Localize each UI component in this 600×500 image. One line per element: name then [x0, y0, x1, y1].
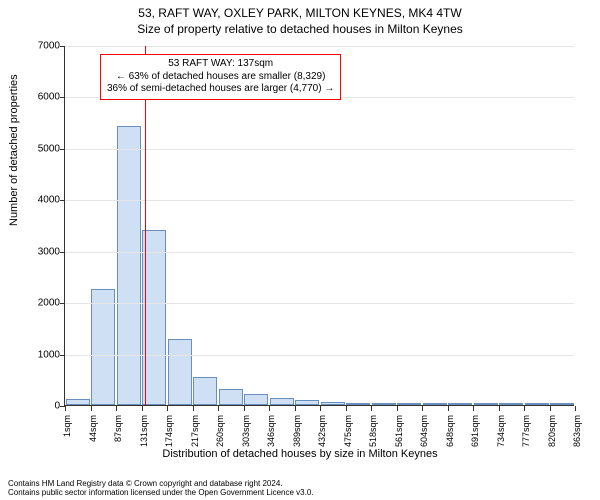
- xtick-label: 131sqm: [139, 415, 149, 465]
- annotation-line: 53 RAFT WAY: 137sqm: [107, 58, 334, 71]
- xtick-mark: [116, 406, 117, 411]
- title-main: 53, RAFT WAY, OXLEY PARK, MILTON KEYNES,…: [0, 0, 600, 20]
- bar: [91, 289, 115, 405]
- gridline: [65, 303, 574, 304]
- xtick-mark: [422, 406, 423, 411]
- xtick-mark: [397, 406, 398, 411]
- xtick-label: 777sqm: [521, 415, 531, 465]
- xtick-mark: [193, 406, 194, 411]
- xtick-label: 648sqm: [445, 415, 455, 465]
- ytick-label: 7000: [26, 41, 60, 52]
- gridline: [65, 46, 574, 47]
- ytick-label: 2000: [26, 298, 60, 309]
- bar: [321, 402, 345, 405]
- xtick-mark: [167, 406, 168, 411]
- xtick-label: 260sqm: [215, 415, 225, 465]
- ytick-mark: [60, 200, 65, 201]
- bar: [448, 403, 472, 405]
- chart-container: 53, RAFT WAY, OXLEY PARK, MILTON KEYNES,…: [0, 0, 600, 500]
- ytick-label: 3000: [26, 246, 60, 257]
- bar: [525, 403, 549, 405]
- bar: [244, 394, 268, 405]
- xtick-mark: [91, 406, 92, 411]
- ytick-mark: [60, 355, 65, 356]
- title-sub: Size of property relative to detached ho…: [0, 20, 600, 36]
- xtick-label: 87sqm: [113, 415, 123, 465]
- xtick-mark: [142, 406, 143, 411]
- ytick-label: 1000: [26, 349, 60, 360]
- ytick-label: 6000: [26, 92, 60, 103]
- xtick-label: 475sqm: [343, 415, 353, 465]
- xtick-label: 346sqm: [266, 415, 276, 465]
- footer-line: Contains HM Land Registry data © Crown c…: [8, 479, 314, 489]
- gridline: [65, 252, 574, 253]
- xtick-mark: [499, 406, 500, 411]
- xtick-label: 174sqm: [164, 415, 174, 465]
- xtick-label: 518sqm: [368, 415, 378, 465]
- annotation-line: 36% of semi-detached houses are larger (…: [107, 83, 334, 96]
- bar: [346, 403, 370, 405]
- ytick-mark: [60, 46, 65, 47]
- y-axis-label: Number of detached properties: [8, 74, 20, 226]
- xtick-label: 734sqm: [496, 415, 506, 465]
- xtick-mark: [244, 406, 245, 411]
- xtick-label: 432sqm: [317, 415, 327, 465]
- ytick-mark: [60, 97, 65, 98]
- footer: Contains HM Land Registry data © Crown c…: [8, 479, 314, 498]
- bar: [474, 403, 498, 405]
- xtick-label: 303sqm: [241, 415, 251, 465]
- footer-line: Contains public sector information licen…: [8, 488, 314, 498]
- plot-area: [64, 46, 574, 406]
- xtick-mark: [448, 406, 449, 411]
- xtick-label: 217sqm: [190, 415, 200, 465]
- ytick-label: 0: [26, 401, 60, 412]
- xtick-label: 604sqm: [419, 415, 429, 465]
- gridline: [65, 355, 574, 356]
- bar: [423, 403, 447, 405]
- bar: [499, 403, 523, 405]
- xtick-label: 561sqm: [394, 415, 404, 465]
- bar: [372, 403, 396, 405]
- ytick-mark: [60, 149, 65, 150]
- xtick-mark: [473, 406, 474, 411]
- bar: [219, 389, 243, 405]
- xtick-mark: [550, 406, 551, 411]
- ytick-mark: [60, 303, 65, 304]
- xtick-label: 691sqm: [470, 415, 480, 465]
- bars-layer: [65, 46, 574, 405]
- bar: [295, 400, 319, 405]
- xtick-mark: [65, 406, 66, 411]
- gridline: [65, 149, 574, 150]
- xtick-label: 863sqm: [572, 415, 582, 465]
- bar: [397, 403, 421, 405]
- bar: [270, 398, 294, 405]
- xtick-mark: [346, 406, 347, 411]
- ytick-mark: [60, 252, 65, 253]
- xtick-label: 389sqm: [292, 415, 302, 465]
- xtick-mark: [524, 406, 525, 411]
- bar: [168, 339, 192, 405]
- bar: [117, 126, 141, 405]
- xtick-mark: [269, 406, 270, 411]
- ytick-label: 4000: [26, 195, 60, 206]
- xtick-label: 1sqm: [62, 415, 72, 465]
- annotation-box: 53 RAFT WAY: 137sqm ← 63% of detached ho…: [100, 54, 341, 100]
- bar: [550, 403, 574, 405]
- xtick-mark: [575, 406, 576, 411]
- annotation-line: ← 63% of detached houses are smaller (8,…: [107, 71, 334, 84]
- gridline: [65, 200, 574, 201]
- bar: [193, 377, 217, 405]
- xtick-label: 44sqm: [88, 415, 98, 465]
- ytick-label: 5000: [26, 143, 60, 154]
- xtick-mark: [371, 406, 372, 411]
- property-marker-line: [145, 46, 146, 405]
- xtick-mark: [295, 406, 296, 411]
- bar: [66, 399, 90, 405]
- xtick-mark: [218, 406, 219, 411]
- xtick-mark: [320, 406, 321, 411]
- xtick-label: 820sqm: [547, 415, 557, 465]
